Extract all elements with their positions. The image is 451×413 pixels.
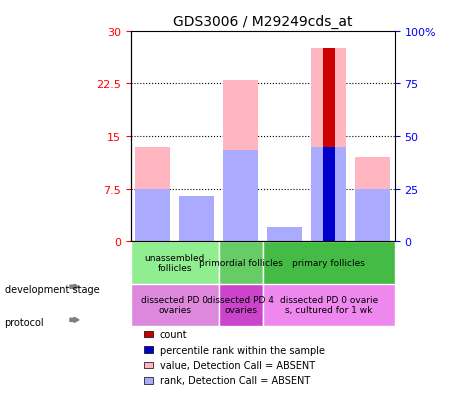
Bar	[223, 81, 258, 242]
Bar	[311, 147, 346, 242]
Bar	[355, 189, 390, 242]
Bar	[267, 228, 302, 242]
Bar	[322, 49, 335, 242]
Text: primordial follicles: primordial follicles	[199, 259, 283, 267]
Bar	[267, 231, 302, 242]
Text: dissected PD 0 ovarie
s, cultured for 1 wk: dissected PD 0 ovarie s, cultured for 1 …	[280, 295, 378, 315]
Text: unassembled
follicles: unassembled follicles	[145, 253, 205, 273]
Bar	[311, 49, 346, 242]
Text: primary follicles: primary follicles	[292, 259, 365, 267]
Title: GDS3006 / M29249cds_at: GDS3006 / M29249cds_at	[173, 15, 353, 29]
Bar	[144, 377, 153, 384]
FancyBboxPatch shape	[219, 284, 263, 326]
Bar	[355, 158, 390, 242]
Bar	[322, 147, 335, 242]
Text: value, Detection Call = ABSENT: value, Detection Call = ABSENT	[160, 360, 315, 370]
FancyBboxPatch shape	[131, 242, 219, 284]
Bar	[135, 147, 170, 242]
FancyBboxPatch shape	[131, 284, 219, 326]
Text: count: count	[160, 330, 188, 339]
Bar	[144, 362, 153, 368]
Text: rank, Detection Call = ABSENT: rank, Detection Call = ABSENT	[160, 375, 310, 385]
Text: percentile rank within the sample: percentile rank within the sample	[160, 345, 325, 355]
Bar	[135, 189, 170, 242]
Bar	[144, 347, 153, 353]
Text: development stage: development stage	[5, 284, 99, 294]
Text: protocol: protocol	[5, 317, 44, 327]
Bar	[223, 151, 258, 242]
Bar	[144, 331, 153, 338]
Bar	[179, 196, 214, 242]
Bar	[179, 196, 214, 242]
Text: dissected PD 4
ovaries: dissected PD 4 ovaries	[207, 295, 274, 315]
FancyBboxPatch shape	[263, 242, 395, 284]
FancyBboxPatch shape	[263, 284, 395, 326]
Text: dissected PD 0
ovaries: dissected PD 0 ovaries	[141, 295, 208, 315]
FancyBboxPatch shape	[219, 242, 263, 284]
